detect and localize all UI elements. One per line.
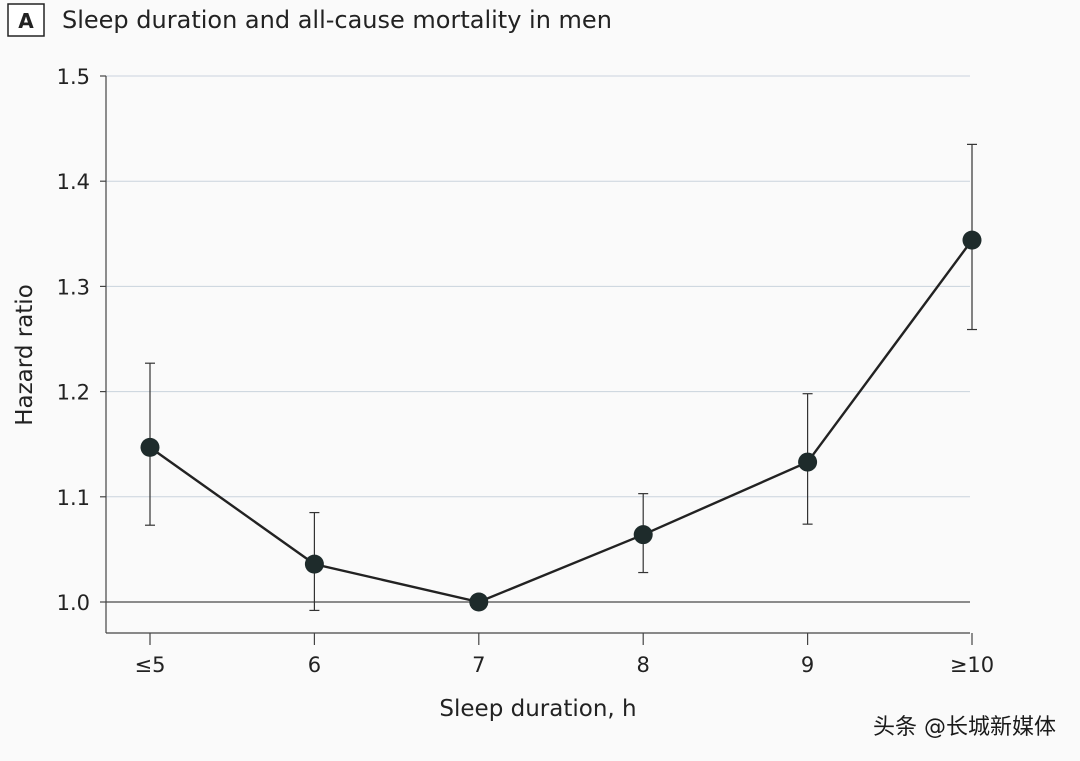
x-tick-label: 8: [637, 653, 650, 677]
x-axis-title: Sleep duration, h: [439, 696, 636, 722]
y-axis-title: Hazard ratio: [12, 284, 38, 426]
data-point: [140, 437, 160, 457]
series-line: [149, 239, 973, 604]
data-point: [469, 592, 489, 612]
data-point: [304, 554, 324, 574]
axes: [100, 75, 973, 645]
y-tick-label: 1.5: [57, 65, 90, 89]
data-point: [962, 230, 982, 250]
data-points: [140, 230, 982, 612]
y-tick-label: 1.2: [57, 381, 90, 405]
series-polyline: [149, 239, 973, 604]
panel-letter: A: [18, 9, 34, 33]
x-tick-label: 9: [801, 653, 814, 677]
data-point: [633, 525, 653, 545]
chart-title: Sleep duration and all-cause mortality i…: [62, 6, 612, 34]
y-tick-label: 1.4: [57, 170, 90, 194]
x-tick-label: 6: [308, 653, 321, 677]
y-tick-label: 1.0: [57, 591, 90, 615]
grid-lines: [106, 75, 970, 603]
data-point: [798, 452, 818, 472]
error-bars: [145, 143, 977, 612]
x-tick-labels: ≤5 6 7 8 9 ≥10: [135, 653, 995, 677]
x-tick-label: ≥10: [950, 653, 994, 677]
x-tick-label: 7: [472, 653, 485, 677]
watermark: 头条 @长城新媒体: [873, 715, 1056, 740]
panel-letter-box: [7, 3, 45, 37]
x-tick-label: ≤5: [135, 653, 166, 677]
y-tick-labels: 1.0 1.1 1.2 1.3 1.4 1.5: [57, 65, 90, 615]
y-tick-label: 1.1: [57, 486, 90, 510]
y-tick-label: 1.3: [57, 275, 90, 299]
